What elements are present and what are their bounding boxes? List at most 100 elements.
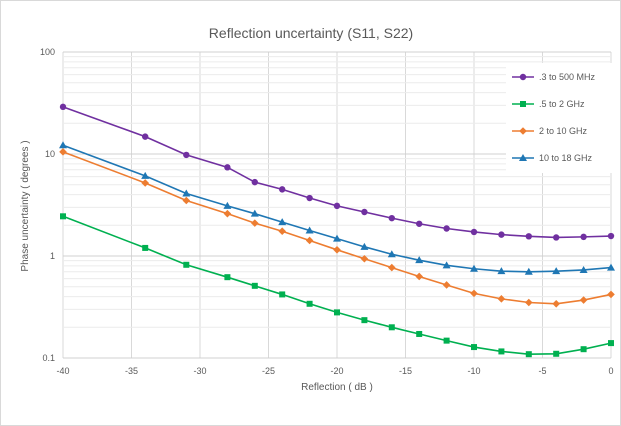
data-point <box>553 350 560 357</box>
data-point <box>182 196 191 205</box>
x-tick-label: -35 <box>125 366 138 376</box>
data-point <box>608 340 614 347</box>
legend-box <box>506 63 614 173</box>
y-tick-label: 0.1 <box>42 353 55 363</box>
y-tick-label: 10 <box>45 149 55 159</box>
data-point <box>387 250 396 258</box>
x-tick-label: -10 <box>467 366 480 376</box>
data-point <box>251 282 258 289</box>
x-tick-label: -25 <box>262 366 275 376</box>
data-point <box>579 265 588 273</box>
data-point <box>251 178 258 186</box>
series-line <box>62 151 612 305</box>
data-point <box>442 261 451 269</box>
data-point <box>443 337 450 344</box>
data-point <box>223 201 232 209</box>
data-point <box>579 296 588 304</box>
data-point <box>142 244 149 251</box>
data-point <box>416 330 423 337</box>
data-point <box>580 346 587 353</box>
legend-item-4: 10 to 18 GHz <box>512 153 593 163</box>
data-point <box>279 291 286 298</box>
data-point <box>607 232 615 240</box>
chart-title: Reflection uncertainty (S11, S22) <box>209 25 413 41</box>
data-point <box>183 261 190 268</box>
series-line <box>62 215 612 355</box>
legend-item-2: .5 to 2 GHz <box>512 99 585 109</box>
data-point <box>141 171 150 179</box>
legend-item-1: .3 to 500 MHz <box>512 72 596 82</box>
data-point <box>334 309 340 316</box>
data-point <box>59 141 67 149</box>
data-point <box>142 133 149 140</box>
data-point <box>470 264 478 272</box>
data-point <box>498 348 505 355</box>
data-point <box>333 202 341 210</box>
x-tick-label: -40 <box>56 366 69 376</box>
data-point <box>388 263 396 272</box>
tick-layer: -40 -35 -30 -25 -20 -15 -10 -5 0 0.1 1 10 100 <box>40 47 614 376</box>
data-point <box>59 148 67 156</box>
data-point <box>279 186 286 193</box>
legend-marker <box>519 73 527 81</box>
data-point <box>182 189 191 197</box>
data-point <box>525 233 532 240</box>
data-point <box>607 263 615 271</box>
data-point <box>360 242 369 250</box>
data-point <box>470 228 478 236</box>
data-point <box>250 209 259 217</box>
data-point <box>59 103 67 111</box>
data-point <box>333 234 341 242</box>
data-point <box>141 179 149 187</box>
x-tick-label: -20 <box>330 366 343 376</box>
data-point <box>360 254 369 263</box>
data-point <box>278 227 286 236</box>
data-point <box>388 324 395 331</box>
data-point <box>497 267 506 275</box>
data-point <box>580 233 587 241</box>
data-point <box>552 299 560 308</box>
data-point <box>361 208 368 216</box>
legend-label: 2 to 10 GHz <box>539 126 588 136</box>
legend-marker <box>520 101 526 107</box>
y-tick-label: 1 <box>50 251 55 261</box>
legend-label: .5 to 2 GHz <box>539 99 585 109</box>
series-1 <box>59 103 615 241</box>
data-point <box>224 164 231 171</box>
legend-label: 10 to 18 GHz <box>539 153 593 163</box>
data-point <box>305 236 314 245</box>
data-point <box>183 151 190 159</box>
data-point <box>333 246 341 254</box>
data-point <box>470 289 478 298</box>
series-line <box>62 144 612 273</box>
data-point <box>525 298 533 307</box>
data-point <box>471 344 477 351</box>
data-point <box>443 225 450 232</box>
data-point <box>388 214 395 222</box>
data-point <box>415 256 424 264</box>
data-point <box>278 218 287 226</box>
data-point <box>306 300 313 307</box>
series-layer <box>59 103 615 358</box>
legend: .3 to 500 MHz .5 to 2 GHz 2 to 10 GHz 10 to… <box>506 63 614 173</box>
data-point <box>497 295 506 303</box>
x-tick-label: -15 <box>399 366 412 376</box>
x-tick-label: -5 <box>538 366 546 376</box>
data-point <box>553 234 560 241</box>
legend-marker <box>519 127 527 135</box>
data-point <box>305 226 314 234</box>
legend-marker <box>519 154 527 161</box>
series-4 <box>59 141 615 275</box>
data-point <box>415 272 423 281</box>
series-line <box>62 106 612 239</box>
data-point <box>251 219 259 227</box>
data-point <box>306 194 313 202</box>
series-2 <box>60 213 614 358</box>
data-point <box>442 281 451 289</box>
y-tick-label: 100 <box>40 47 55 57</box>
legend-label: .3 to 500 MHz <box>539 72 596 82</box>
data-point <box>524 267 533 275</box>
x-axis-label: Reflection ( dB ) <box>301 382 373 393</box>
